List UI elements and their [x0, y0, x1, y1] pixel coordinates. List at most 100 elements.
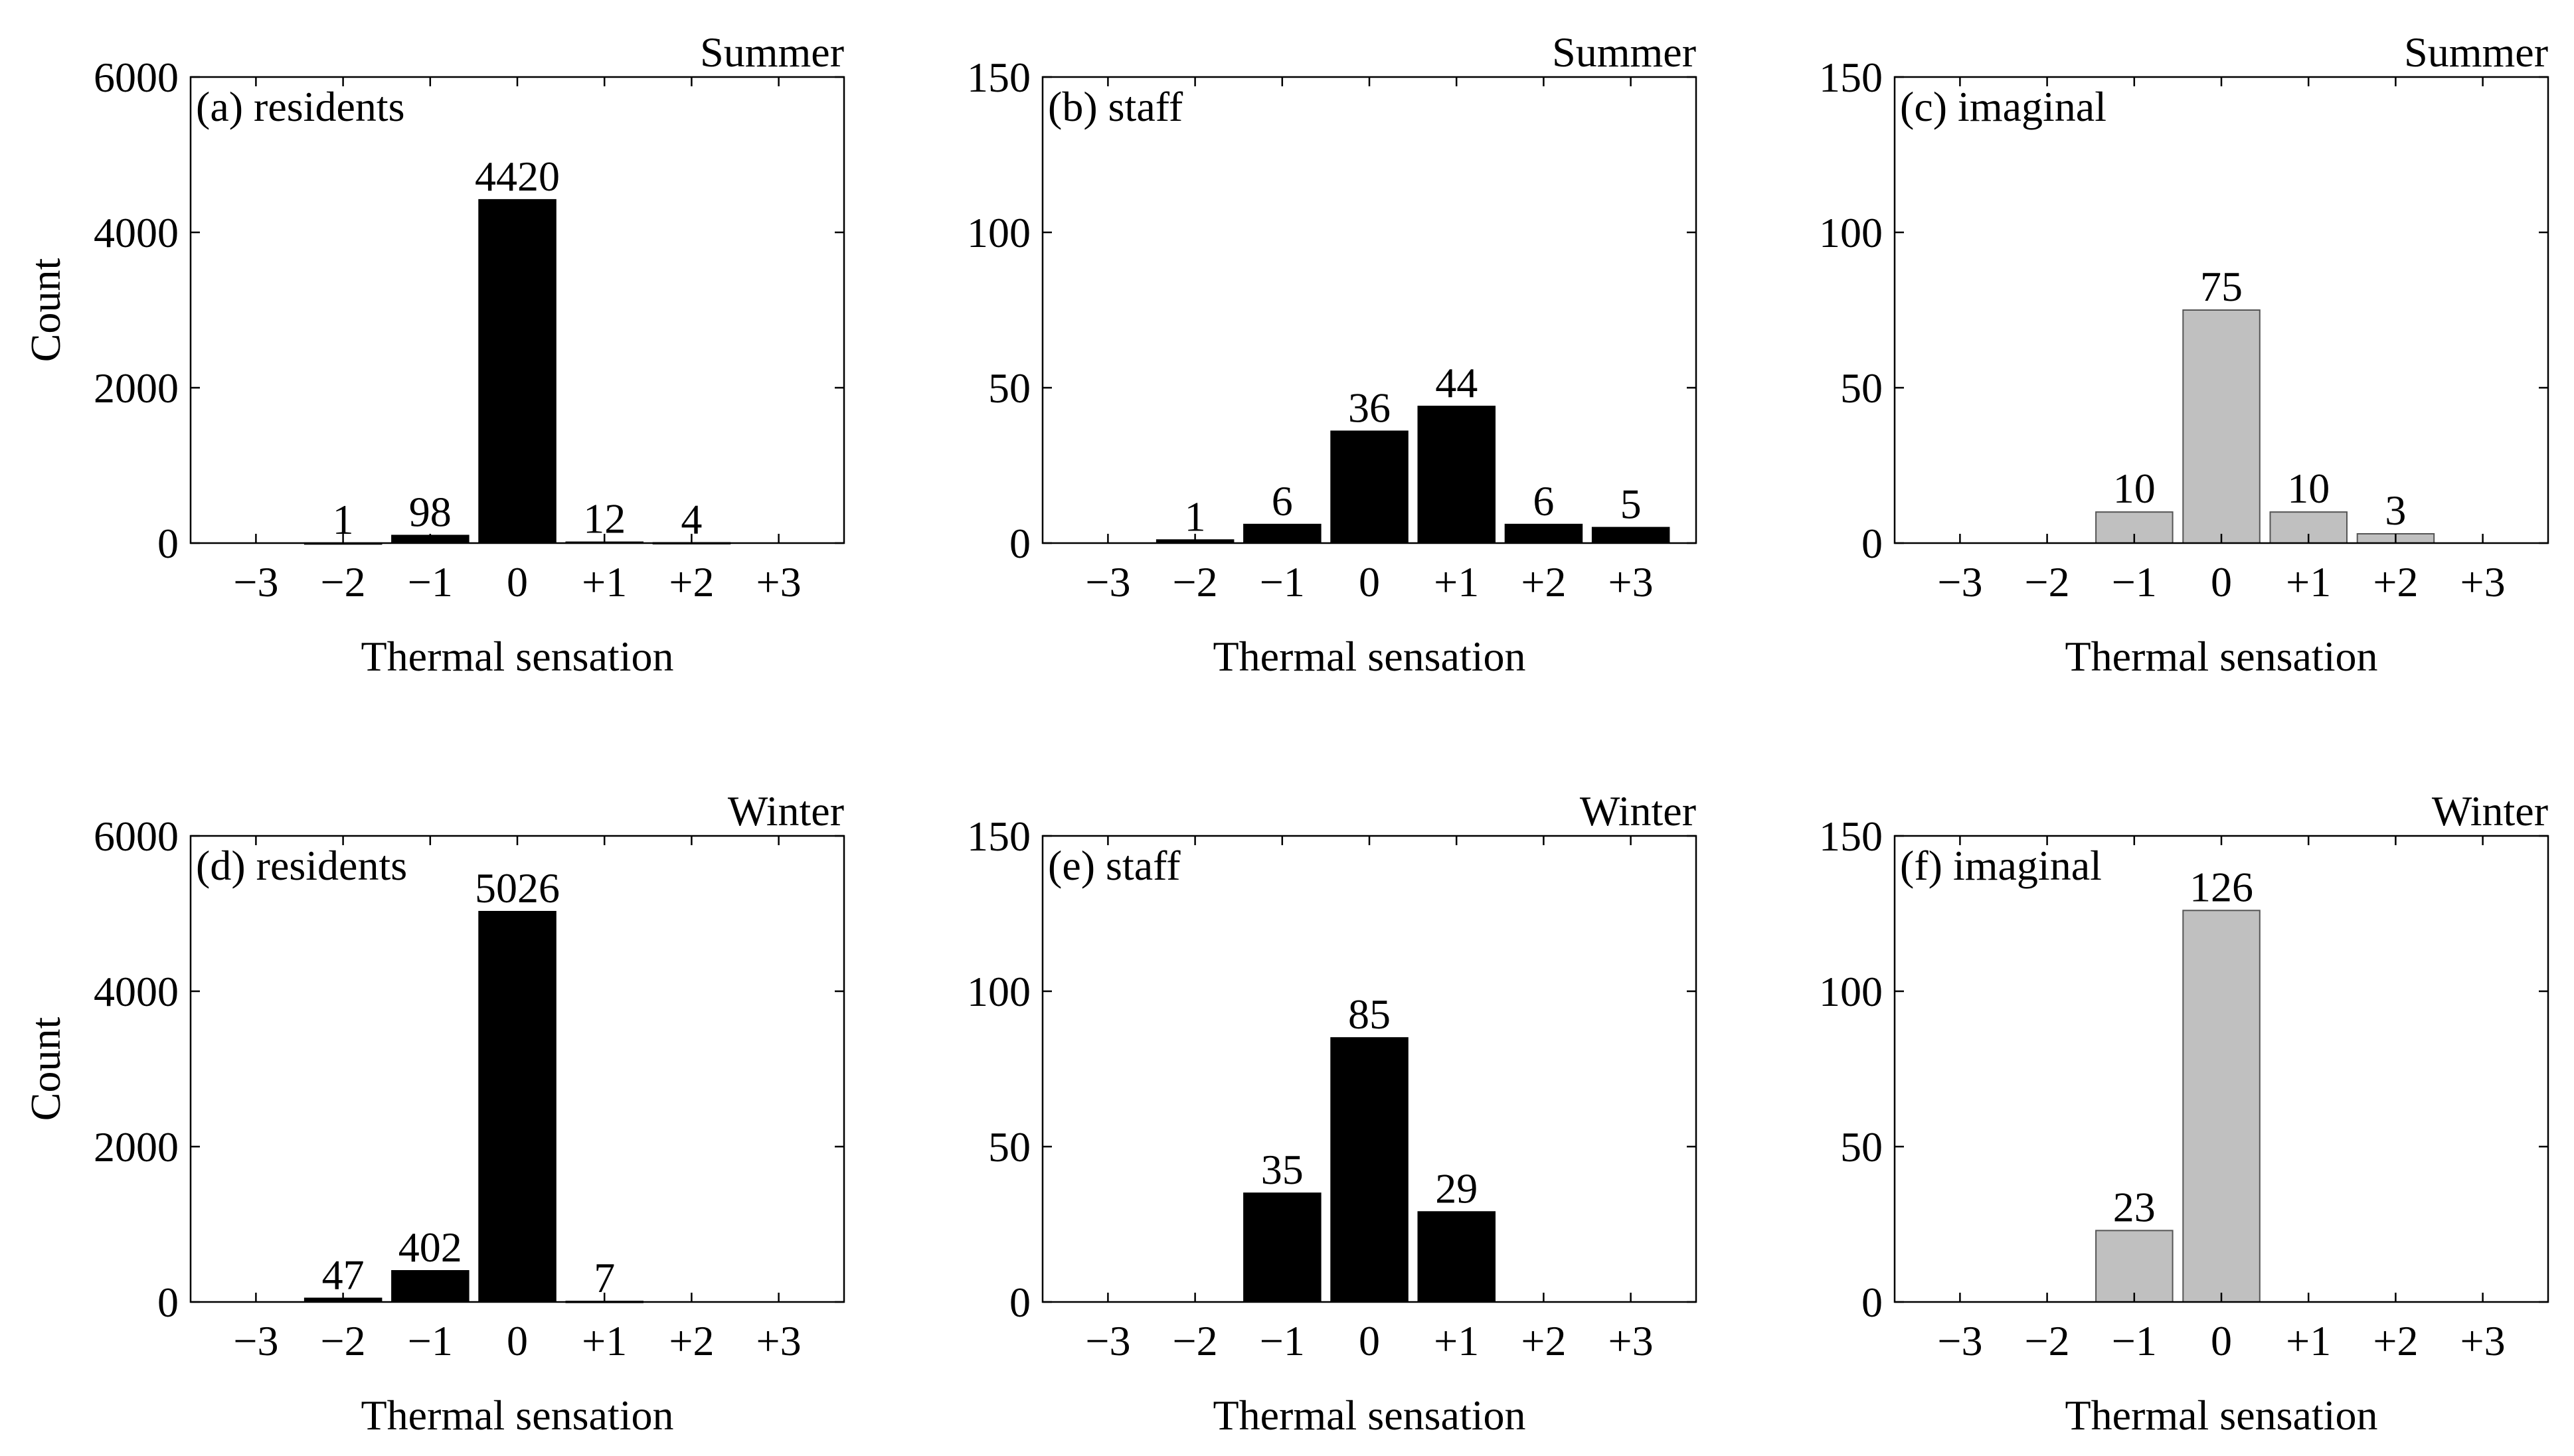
x-tick-label: −1 [2112, 558, 2157, 606]
y-tick-label: 0 [157, 520, 179, 567]
x-tick-label: −3 [233, 1317, 278, 1364]
x-tick-label: +2 [1521, 1317, 1566, 1364]
y-axis-label: Count [22, 258, 69, 363]
x-tick-label: −3 [1085, 558, 1130, 606]
y-tick-label: 100 [967, 968, 1031, 1015]
data-label: 402 [398, 1224, 462, 1271]
x-tick-label: −3 [1937, 558, 1982, 606]
y-tick-label: 150 [967, 813, 1031, 860]
x-tick-label: +3 [2460, 558, 2506, 606]
data-label: 5026 [475, 864, 560, 912]
x-tick-label: −1 [408, 1317, 453, 1364]
y-tick-label: 6000 [94, 54, 179, 101]
x-tick-label: +2 [2373, 558, 2418, 606]
x-tick-label: 0 [507, 558, 528, 606]
y-tick-label: 50 [1840, 364, 1883, 412]
x-tick-label: −1 [1260, 558, 1305, 606]
panel-5: 23 126 0 50 100 150 −3 −2 −1 0 +1 +2 +3 (f) imaginal W… [1819, 787, 2549, 1439]
data-label: 10 [2113, 465, 2156, 512]
x-tick-label: 0 [2211, 1317, 2232, 1364]
data-label: 75 [2200, 263, 2243, 310]
x-tick-label: −2 [1173, 1317, 1218, 1364]
x-tick-label: −1 [1260, 1317, 1305, 1364]
y-tick-label: 0 [1009, 520, 1031, 567]
bar-3 [478, 911, 557, 1303]
x-tick-label: 0 [1359, 558, 1380, 606]
data-label: 35 [1261, 1146, 1304, 1193]
data-label: 4420 [475, 153, 560, 200]
panel-label: (e) staff [1048, 842, 1181, 889]
x-tick-label: 0 [1359, 1317, 1380, 1364]
x-tick-label: 0 [507, 1317, 528, 1364]
x-tick-label: +3 [756, 558, 802, 606]
y-tick-label: 6000 [94, 813, 179, 860]
x-tick-label: +1 [2286, 1317, 2331, 1364]
data-label: 23 [2113, 1183, 2156, 1230]
x-tick-label: +2 [1521, 558, 1566, 606]
x-tick-label: +1 [1434, 1317, 1479, 1364]
bar-3 [478, 199, 557, 544]
y-tick-label: 2000 [94, 1123, 179, 1171]
season-label: Summer [2404, 29, 2548, 76]
x-tick-label: +2 [2373, 1317, 2418, 1364]
panel-label: (b) staff [1048, 83, 1183, 130]
y-tick-label: 0 [1861, 1279, 1883, 1326]
bar-4 [1417, 406, 1496, 544]
x-tick-label: −2 [1173, 558, 1218, 606]
x-axis-label: Thermal sensation [2065, 633, 2378, 680]
y-tick-label: 50 [988, 1123, 1031, 1171]
x-tick-label: +3 [756, 1317, 802, 1364]
season-label: Summer [1552, 29, 1696, 76]
x-tick-label: +2 [669, 558, 714, 606]
x-tick-label: −1 [408, 558, 453, 606]
season-label: Summer [700, 29, 844, 76]
x-tick-label: −2 [2025, 1317, 2070, 1364]
x-axis-label: Thermal sensation [361, 1392, 674, 1439]
data-label: 10 [2287, 465, 2330, 512]
bar-3 [1330, 1037, 1409, 1303]
panel-4: 35 85 29 0 50 100 150 −3 −2 −1 0 +1 +2 +3 (e) staff Win… [967, 787, 1697, 1439]
x-tick-label: −2 [321, 558, 366, 606]
season-label: Winter [2432, 787, 2548, 835]
data-label: 44 [1435, 359, 1478, 406]
y-tick-label: 100 [1819, 968, 1883, 1015]
panel-label: (d) residents [196, 842, 407, 889]
data-label: 1 [1185, 493, 1206, 540]
data-label: 36 [1348, 384, 1391, 432]
data-label: 5 [1620, 481, 1642, 528]
y-tick-label: 50 [988, 364, 1031, 412]
panel-label: (c) imaginal [1900, 83, 2106, 130]
data-label: 47 [322, 1252, 365, 1299]
y-tick-label: 0 [1009, 1279, 1031, 1326]
bar-3 [2182, 910, 2261, 1303]
x-tick-label: −2 [321, 1317, 366, 1364]
x-tick-label: +3 [2460, 1317, 2506, 1364]
season-label: Winter [728, 787, 844, 835]
x-tick-label: 0 [2211, 558, 2232, 606]
x-axis-label: Thermal sensation [1213, 1392, 1526, 1439]
bar-4 [1417, 1211, 1496, 1303]
panel-label: (a) residents [196, 83, 405, 130]
bar-2 [2095, 1230, 2174, 1303]
y-axis-label: Count [22, 1017, 69, 1121]
y-tick-label: 150 [1819, 54, 1883, 101]
x-tick-label: +3 [1608, 558, 1654, 606]
x-tick-label: +3 [1608, 1317, 1654, 1364]
y-tick-label: 0 [157, 1279, 179, 1326]
x-tick-label: −3 [1937, 1317, 1982, 1364]
data-label: 29 [1435, 1165, 1478, 1212]
data-label: 98 [409, 489, 452, 536]
y-tick-label: 150 [1819, 813, 1883, 860]
bar-3 [2182, 309, 2261, 544]
x-tick-label: −3 [1085, 1317, 1130, 1364]
y-tick-label: 50 [1840, 1123, 1883, 1171]
x-tick-label: −1 [2112, 1317, 2157, 1364]
data-label: 6 [1533, 477, 1554, 525]
y-tick-label: 4000 [94, 209, 179, 256]
